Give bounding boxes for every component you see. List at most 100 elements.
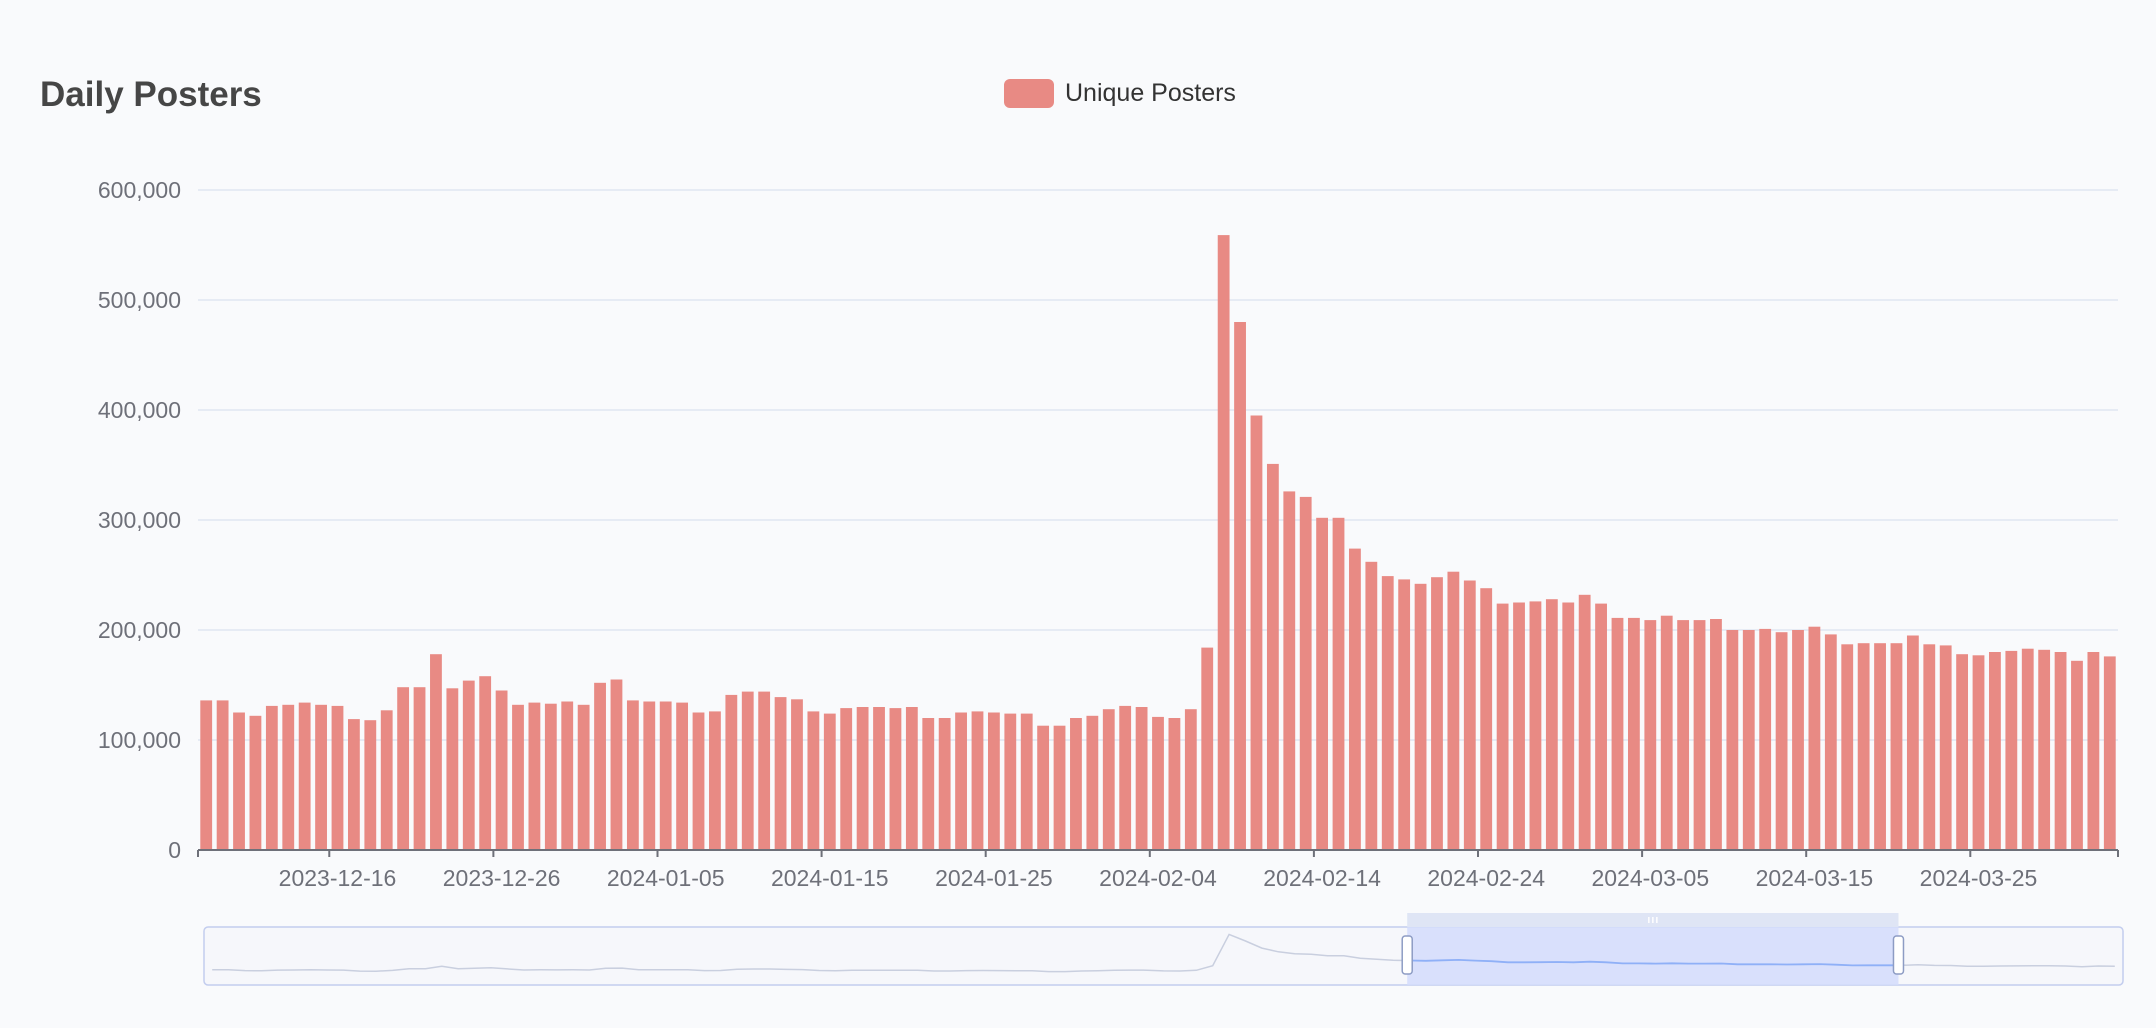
bar[interactable]	[512, 704, 524, 850]
bar[interactable]	[1677, 620, 1690, 850]
bar[interactable]	[2021, 648, 2034, 850]
bar[interactable]	[1299, 496, 1312, 850]
bar[interactable]	[873, 707, 885, 850]
bar[interactable]	[1480, 588, 1493, 850]
bar[interactable]	[938, 718, 951, 850]
bar[interactable]	[479, 676, 492, 850]
bars[interactable]	[200, 235, 2116, 851]
bar[interactable]	[987, 712, 1000, 851]
bar[interactable]	[1070, 718, 1082, 850]
bar[interactable]	[1250, 415, 1263, 851]
bar[interactable]	[1595, 603, 1607, 850]
bar[interactable]	[1463, 580, 1476, 851]
bar[interactable]	[2054, 652, 2067, 850]
bar[interactable]	[2038, 649, 2051, 850]
bar[interactable]	[905, 707, 918, 850]
bar[interactable]	[1020, 713, 1033, 850]
zoom-range-handle[interactable]	[1892, 935, 1905, 975]
bar[interactable]	[528, 702, 541, 850]
bar[interactable]	[233, 712, 245, 851]
bar[interactable]	[2103, 656, 2116, 850]
bar[interactable]	[1808, 626, 1821, 850]
bar[interactable]	[1857, 643, 1870, 850]
bar[interactable]	[1759, 628, 1772, 850]
bar[interactable]	[1053, 725, 1066, 850]
bar[interactable]	[1989, 652, 2001, 850]
bar[interactable]	[544, 703, 557, 850]
bar[interactable]	[823, 713, 836, 850]
bar[interactable]	[2005, 650, 2018, 850]
bar[interactable]	[659, 701, 672, 851]
bar[interactable]	[282, 704, 295, 850]
bar[interactable]	[1890, 643, 1903, 850]
bar[interactable]	[1152, 716, 1164, 850]
bar[interactable]	[249, 715, 262, 850]
bar[interactable]	[216, 700, 229, 850]
bar[interactable]	[922, 718, 935, 850]
bar[interactable]	[2071, 660, 2083, 850]
bar[interactable]	[1135, 707, 1148, 850]
bar[interactable]	[692, 712, 705, 851]
bar[interactable]	[725, 694, 738, 850]
bar[interactable]	[1775, 632, 1788, 850]
bar[interactable]	[1365, 561, 1378, 850]
bar[interactable]	[594, 682, 606, 850]
bar[interactable]	[1037, 725, 1050, 850]
bar[interactable]	[331, 705, 344, 850]
bar[interactable]	[1234, 322, 1246, 850]
bar[interactable]	[1841, 644, 1854, 850]
bar[interactable]	[1119, 705, 1132, 850]
legend[interactable]: Unique Posters	[1004, 79, 1236, 108]
bar[interactable]	[364, 720, 377, 850]
bar[interactable]	[1545, 599, 1558, 850]
bar[interactable]	[1102, 709, 1115, 850]
bar[interactable]	[758, 691, 771, 850]
bar[interactable]	[1529, 601, 1542, 850]
bar[interactable]	[1824, 634, 1837, 850]
bar[interactable]	[1496, 603, 1509, 850]
bar[interactable]	[265, 705, 278, 850]
bar[interactable]	[1792, 630, 1804, 850]
bar[interactable]	[413, 687, 426, 850]
bar[interactable]	[315, 704, 327, 850]
bar[interactable]	[1004, 713, 1017, 850]
bar[interactable]	[1398, 579, 1411, 850]
bar[interactable]	[610, 679, 623, 851]
bar[interactable]	[840, 708, 853, 850]
bar[interactable]	[577, 704, 590, 850]
bar[interactable]	[380, 710, 393, 850]
bar[interactable]	[955, 712, 967, 851]
bar[interactable]	[1611, 617, 1624, 850]
bar[interactable]	[791, 699, 803, 850]
bar[interactable]	[807, 711, 820, 850]
bar[interactable]	[1562, 602, 1575, 851]
bar[interactable]	[1447, 571, 1460, 850]
bar[interactable]	[1644, 620, 1657, 850]
bar[interactable]	[1349, 548, 1361, 850]
bar[interactable]	[1956, 654, 1969, 850]
zoom-window[interactable]	[1407, 927, 1899, 985]
data-zoom-slider[interactable]	[203, 913, 2124, 986]
bar[interactable]	[1627, 617, 1640, 850]
bar[interactable]	[561, 701, 574, 851]
bar[interactable]	[1742, 630, 1755, 850]
bar[interactable]	[1316, 517, 1329, 850]
bar[interactable]	[1693, 620, 1706, 850]
bar[interactable]	[643, 701, 656, 851]
bar[interactable]	[1332, 517, 1345, 850]
bar[interactable]	[200, 700, 213, 850]
bar[interactable]	[1923, 644, 1936, 850]
bar[interactable]	[1431, 577, 1443, 850]
bar[interactable]	[1283, 491, 1296, 850]
bar[interactable]	[1513, 602, 1525, 851]
bar[interactable]	[1874, 643, 1886, 850]
bar[interactable]	[1726, 630, 1739, 850]
bar[interactable]	[1184, 709, 1197, 850]
bar[interactable]	[1168, 718, 1181, 850]
bar[interactable]	[430, 654, 442, 850]
bar[interactable]	[2087, 652, 2100, 850]
bar[interactable]	[626, 700, 639, 850]
bar[interactable]	[495, 690, 508, 851]
bar[interactable]	[462, 680, 475, 850]
bar[interactable]	[1578, 594, 1591, 850]
